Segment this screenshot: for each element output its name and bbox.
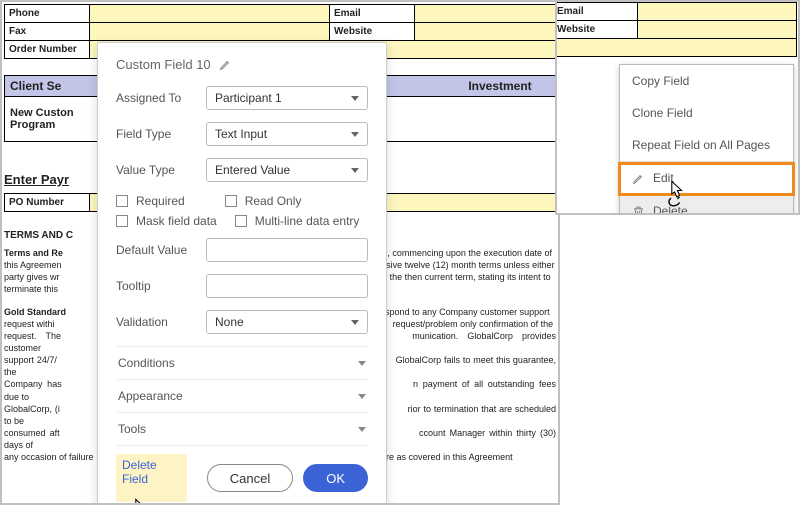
label-value-type: Value Type: [116, 163, 206, 177]
label-phone: Phone: [5, 5, 90, 23]
label-fax: Fax: [5, 23, 90, 41]
label-validation: Validation: [116, 315, 206, 329]
t1l2: this Agreemen: [4, 260, 62, 270]
field-properties-modal: Custom Field 10 Assigned To Participant …: [97, 42, 387, 505]
collapse-conditions[interactable]: Conditions: [116, 346, 368, 379]
label-assigned-to: Assigned To: [116, 91, 206, 105]
checkbox-readonly[interactable]: Read Only: [225, 194, 302, 208]
label-email-r: Email: [555, 3, 638, 21]
t2l5: GlobalCorp, (i: [4, 404, 60, 414]
main-document-view: Phone Email Fax Website Order Number Cli…: [0, 0, 560, 505]
label-po-number: PO Number: [5, 194, 90, 212]
ok-button[interactable]: OK: [303, 464, 368, 492]
input-website[interactable]: [415, 23, 556, 41]
t2t2: request/problem only confirmation of the: [393, 319, 554, 329]
t2t1: respond to any Company customer support: [377, 307, 550, 317]
modal-title-text: Custom Field 10: [116, 57, 211, 72]
terms-lead-2: Gold Standard: [4, 307, 66, 317]
validation-value: None: [215, 315, 244, 329]
chevron-down-icon: [358, 394, 366, 399]
tools-label: Tools: [118, 422, 146, 436]
label-field-type: Field Type: [116, 127, 206, 141]
context-menu-view: Email Website Copy Field Clone Field Rep…: [555, 0, 800, 215]
label-website-r: Website: [555, 21, 638, 39]
pencil-icon[interactable]: [219, 58, 232, 71]
t2l6: consumed aft: [4, 428, 60, 438]
t2l2: request. The: [4, 331, 61, 341]
cancel-button[interactable]: Cancel: [207, 464, 293, 492]
t2l7: any occasion of failure: [4, 452, 94, 462]
appearance-label: Appearance: [118, 389, 183, 403]
label-tooltip: Tooltip: [116, 279, 206, 293]
section-investment: Investment: [450, 79, 550, 93]
label-order-number: Order Number: [5, 41, 90, 59]
collapse-appearance[interactable]: Appearance: [116, 379, 368, 412]
chevron-down-icon: [351, 320, 359, 325]
input-email[interactable]: [415, 5, 556, 23]
chevron-down-icon: [351, 168, 359, 173]
input-email-r[interactable]: [638, 3, 797, 21]
t1t3: of the then current term, stating its in…: [380, 272, 551, 282]
field-context-menu: Copy Field Clone Field Repeat Field on A…: [619, 64, 794, 215]
input-fax[interactable]: [90, 23, 330, 41]
input-phone[interactable]: [90, 5, 330, 23]
field-type-value: Text Input: [215, 127, 267, 141]
t1t2: ssive twelve (12) month terms unless eit…: [382, 260, 555, 270]
cursor-icon: [128, 498, 152, 505]
delete-field-link[interactable]: Delete Field: [116, 454, 187, 502]
value-type-value: Entered Value: [215, 163, 290, 177]
cm-clone-field[interactable]: Clone Field: [620, 97, 793, 129]
select-assigned-to[interactable]: Participant 1: [206, 86, 368, 110]
label-website: Website: [330, 23, 415, 41]
select-field-type[interactable]: Text Input: [206, 122, 368, 146]
readonly-label: Read Only: [245, 194, 302, 208]
t1t1: s, commencing upon the execution date of: [383, 248, 552, 258]
t2l1: request withi: [4, 319, 55, 329]
pencil-icon: [632, 172, 645, 185]
input-website-r[interactable]: [638, 21, 797, 39]
checkbox-multiline[interactable]: Multi-line data entry: [235, 214, 360, 228]
mask-label: Mask field data: [136, 214, 217, 228]
chevron-down-icon: [351, 132, 359, 137]
select-value-type[interactable]: Entered Value: [206, 158, 368, 182]
t2l3: support 24/7/: [4, 355, 57, 365]
chevron-down-icon: [351, 96, 359, 101]
checkbox-required[interactable]: Required: [116, 194, 185, 208]
chevron-down-icon: [358, 427, 366, 432]
cm-copy-field[interactable]: Copy Field: [620, 65, 793, 97]
trash-icon: [632, 205, 645, 216]
terms-lead-1: Terms and Re: [4, 248, 63, 258]
label-email: Email: [330, 5, 415, 23]
modal-title-row: Custom Field 10: [116, 57, 368, 72]
required-label: Required: [136, 194, 185, 208]
header-fields-table-right: Email Website: [555, 2, 797, 57]
label-default-value: Default Value: [116, 243, 206, 257]
t1l4: terminate this: [4, 284, 58, 294]
cm-edit[interactable]: Edit: [620, 162, 793, 194]
cursor-icon: [664, 180, 688, 208]
assigned-to-value: Participant 1: [215, 91, 282, 105]
input-default-value[interactable]: [206, 238, 368, 262]
input-tooltip[interactable]: [206, 274, 368, 298]
select-validation[interactable]: None: [206, 310, 368, 334]
checkbox-mask[interactable]: Mask field data: [116, 214, 217, 228]
multiline-label: Multi-line data entry: [255, 214, 360, 228]
cm-repeat-field[interactable]: Repeat Field on All Pages: [620, 129, 793, 161]
collapse-tools[interactable]: Tools: [116, 412, 368, 446]
t1l3: party gives wr: [4, 272, 60, 282]
chevron-down-icon: [358, 361, 366, 366]
conditions-label: Conditions: [118, 356, 175, 370]
t2l4: Company has: [4, 379, 62, 389]
cm-delete[interactable]: Delete: [620, 194, 793, 215]
